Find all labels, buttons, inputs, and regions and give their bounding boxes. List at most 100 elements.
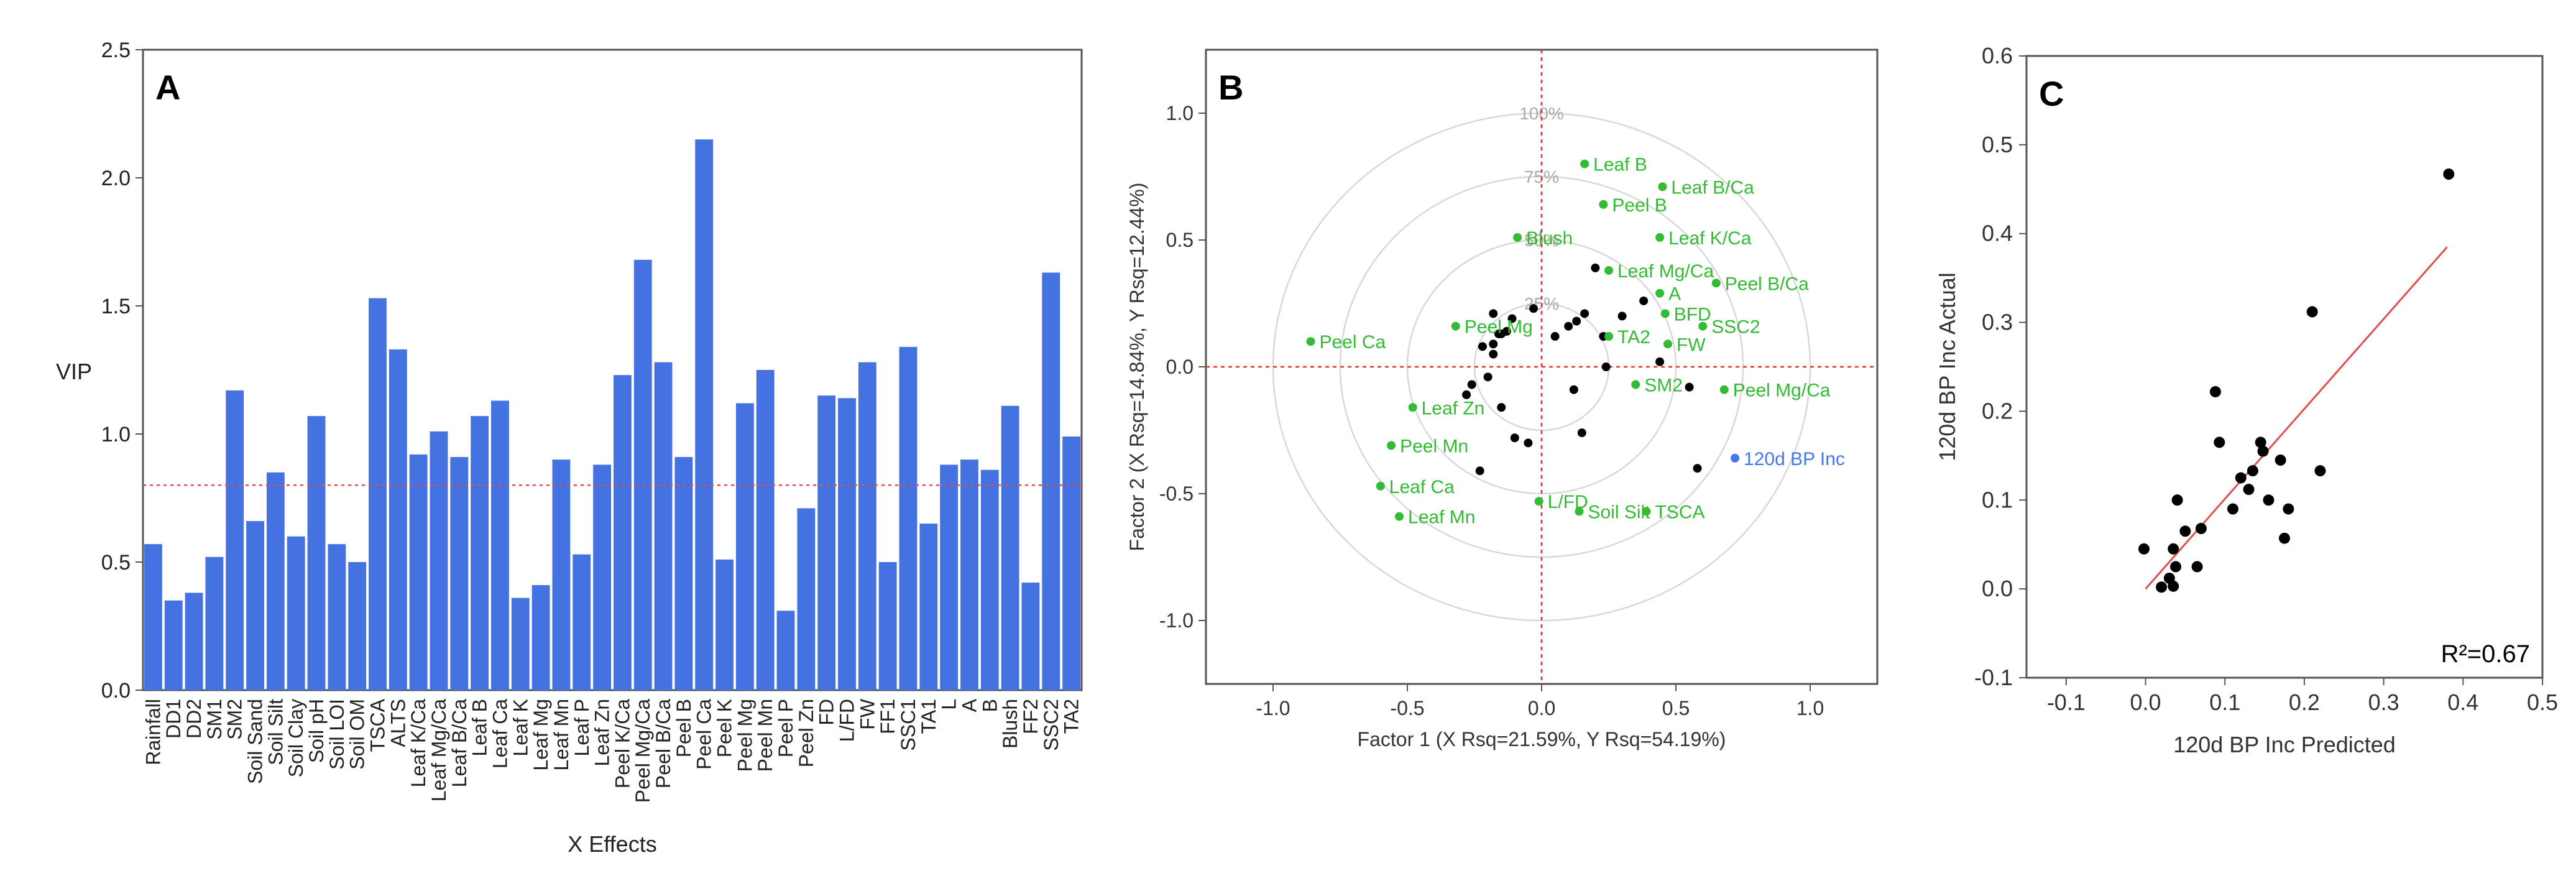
score-point — [1467, 380, 1476, 389]
x-tick-label: Soil OM — [346, 699, 369, 770]
score-point — [1564, 321, 1573, 331]
data-point — [2257, 445, 2269, 457]
score-point — [1497, 329, 1506, 338]
x-tick-label: Leaf Mg — [530, 699, 552, 771]
x-tick-label: Peel Mg — [734, 699, 756, 772]
bar — [817, 395, 836, 690]
bar — [450, 457, 469, 690]
bar — [1042, 272, 1060, 690]
y-tick-label: 0.0 — [1166, 356, 1194, 378]
plot-frame — [142, 48, 1083, 691]
x-loading-label: Peel Mg/Ca — [1733, 381, 1831, 401]
x-loading-label: TA2 — [1617, 327, 1650, 348]
bar — [858, 362, 876, 690]
zero-axes — [1206, 50, 1877, 684]
x-loading-point — [1658, 182, 1667, 192]
x-tick-label: FW — [856, 698, 878, 730]
score-point — [1655, 357, 1665, 366]
data-point — [2156, 581, 2168, 593]
score-point — [1529, 304, 1539, 313]
score-point — [1693, 464, 1702, 473]
y-tick-label: 2.0 — [101, 167, 131, 190]
y-tick-label: 2.5 — [101, 39, 131, 62]
bar — [614, 375, 632, 690]
x-loading-point — [1663, 339, 1673, 349]
x-loading-label: Peel B — [1612, 195, 1667, 216]
x-tick-label: TA1 — [918, 699, 940, 734]
score-point — [1489, 339, 1498, 349]
data-point — [2195, 523, 2207, 534]
x-tick-label: 0.5 — [2527, 690, 2558, 715]
x-loading-label: FW — [1677, 335, 1706, 355]
panel-b: B 25% 50% 75% 100% Leaf B Leaf B/Ca Peel B Lea… — [1113, 0, 1921, 883]
x-loading-point — [1534, 497, 1543, 506]
x-tick-label: Leaf K/Ca — [407, 699, 430, 788]
x-loading-point — [1387, 441, 1396, 450]
x-loading-label: SM2 — [1644, 376, 1683, 396]
x-tick-label: 0.0 — [1528, 697, 1555, 719]
bar — [756, 370, 775, 690]
x-tick-label: Peel K — [714, 699, 736, 757]
data-point — [2243, 484, 2255, 496]
x-tick-label: DD2 — [183, 699, 205, 739]
y-tick-label: 0.2 — [1982, 398, 2013, 423]
x-tick-label: Leaf Mn — [550, 699, 573, 771]
data-point — [2191, 561, 2203, 573]
x-axis-label: X Effects — [568, 831, 656, 857]
x-loading-point — [1711, 279, 1721, 288]
y-ticks: 0.0 0.5 1.0 1.5 2.0 2.5 — [101, 39, 143, 703]
r-squared-annotation: R²=0.67 — [2441, 640, 2530, 668]
x-tick-label: Leaf Ca — [489, 699, 511, 768]
x-loading-label: Peel B/Ca — [1725, 274, 1809, 294]
score-point — [1572, 316, 1581, 326]
x-tick-label: Soil Sand — [244, 699, 267, 784]
bar — [776, 611, 795, 690]
x-loading-label: TSCA — [1655, 502, 1704, 523]
bar — [980, 469, 999, 690]
x-tick-label: 0.4 — [2447, 690, 2478, 715]
x-tick-label: A — [958, 698, 980, 712]
data-point — [2255, 436, 2266, 448]
score-point — [1478, 342, 1487, 351]
x-loading-label: BFD — [1674, 304, 1711, 325]
x-tick-label: Soil pH — [305, 699, 328, 763]
x-loading-point — [1513, 233, 1522, 242]
panel-label: C — [2039, 74, 2064, 113]
bar — [430, 431, 448, 690]
x-tick-label: Leaf B — [469, 699, 491, 757]
bar — [185, 593, 203, 690]
bar — [511, 598, 530, 690]
x-loading-label: Peel Mg — [1465, 317, 1533, 338]
y-tick-label: 0.5 — [101, 551, 131, 575]
score-points — [1462, 263, 1702, 476]
score-point — [1639, 296, 1649, 305]
bar — [940, 464, 959, 690]
bar — [838, 398, 856, 690]
x-loading-point — [1395, 512, 1404, 521]
x-loading-label: Leaf Ca — [1389, 477, 1455, 497]
x-axis-label: 120d BP Inc Predicted — [2173, 732, 2396, 757]
x-tick-label: L/FD — [836, 699, 858, 742]
x-tick-label: DD1 — [162, 699, 185, 739]
bar — [531, 585, 550, 690]
x-loading-point — [1655, 288, 1665, 298]
y-tick-label: 0.6 — [1982, 43, 2013, 68]
data-point — [2168, 543, 2179, 555]
data-point — [2171, 494, 2183, 506]
x-tick-label: FF1 — [876, 699, 899, 734]
bar — [205, 556, 224, 690]
x-loading-point — [1599, 200, 1608, 209]
panel-c: C -0.1 0.0 0.1 0.2 0.3 0.4 0.5 -0.1 0.0 0.1 0.2 0.… — [1921, 0, 2576, 883]
x-loading-label: Leaf B/Ca — [1671, 177, 1754, 198]
data-point — [2283, 503, 2294, 515]
score-point — [1497, 403, 1506, 412]
score-point — [1577, 428, 1586, 438]
x-tick-label: 1.0 — [1796, 697, 1824, 719]
bar — [715, 559, 734, 690]
score-point — [1489, 309, 1498, 318]
x-tick-label: TA2 — [1060, 699, 1083, 734]
bar — [633, 259, 652, 691]
bar — [491, 400, 509, 690]
y-tick-label: 0.1 — [1982, 487, 2013, 512]
